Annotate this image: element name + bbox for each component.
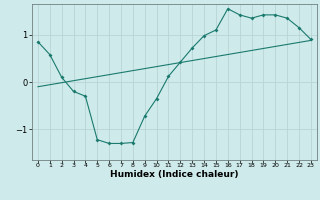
X-axis label: Humidex (Indice chaleur): Humidex (Indice chaleur) [110, 170, 239, 179]
